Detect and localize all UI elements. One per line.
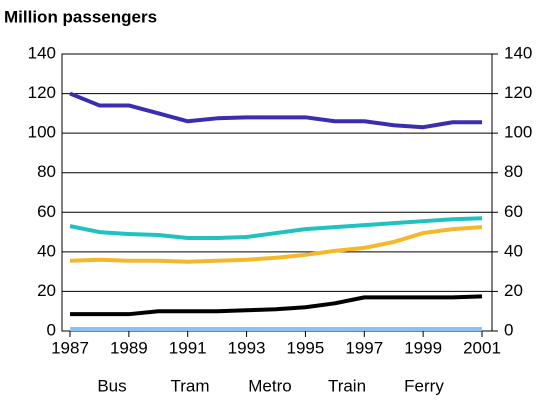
y2-tick-label: 60 (504, 202, 523, 221)
y2-tick-label: 20 (504, 281, 523, 300)
y-tick-label: 140 (28, 43, 56, 62)
series-line (70, 294, 483, 317)
legend-label: Ferry (404, 376, 444, 395)
y2-tick-label: 100 (504, 123, 532, 142)
y2-tick-label: 80 (504, 162, 523, 181)
series-line (69, 225, 483, 264)
y-tick-label: 40 (37, 241, 56, 260)
y-tick-label: 120 (28, 83, 56, 102)
y-tick-label: 20 (37, 281, 56, 300)
y-tick-label: 80 (37, 162, 56, 181)
x-tick-label: 1995 (287, 338, 325, 357)
x-tick-label: 1989 (110, 338, 148, 357)
legend-label: Train (328, 376, 366, 395)
legend-label: Tram (170, 376, 209, 395)
series-line (69, 216, 483, 241)
x-tick-label: 2001 (463, 338, 501, 357)
legend-label: Bus (97, 376, 126, 395)
y2-tick-label: 0 (504, 320, 513, 339)
y2-tick-label: 40 (504, 241, 523, 260)
x-tick-label: 1997 (345, 338, 383, 357)
x-tick-label: 1991 (169, 338, 207, 357)
x-tick-label: 1987 (51, 338, 89, 357)
y-tick-label: 100 (28, 123, 56, 142)
y2-tick-label: 140 (504, 43, 532, 62)
legend-label: Metro (248, 376, 291, 395)
x-tick-label: 1999 (404, 338, 442, 357)
series-line (69, 91, 482, 130)
y-tick-label: 60 (37, 202, 56, 221)
y-tick-label: 0 (47, 320, 56, 339)
x-tick-label: 1993 (228, 338, 266, 357)
plot-frame (61, 53, 493, 332)
chart-title: Million passengers (4, 7, 157, 26)
y2-tick-label: 120 (504, 83, 532, 102)
